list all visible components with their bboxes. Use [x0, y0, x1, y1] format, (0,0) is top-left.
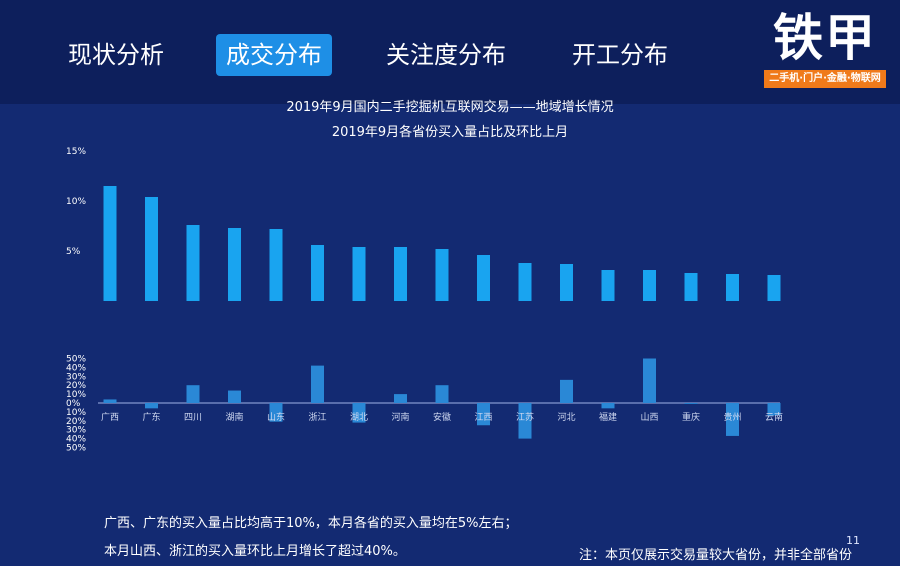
mom-bar-10	[518, 403, 532, 439]
mom-y-tick-label: 20%	[66, 417, 86, 427]
header-bar: 现状分析 成交分布 关注度分布 开工分布 铁甲 二手机·门户·金融·物联网	[0, 0, 900, 104]
mom-y-tick-label: 10%	[66, 390, 86, 400]
mom-y-tick-label: 40%	[66, 363, 86, 373]
logo-text: 铁甲	[773, 9, 877, 67]
share-bar-6	[352, 247, 366, 301]
share-bar-chart: 5% 10% 15%	[66, 147, 781, 301]
mom-bar-1	[145, 403, 158, 409]
category-label-16: 云南	[765, 411, 783, 423]
share-bar-8	[435, 249, 449, 301]
category-label-3: 湖南	[225, 411, 243, 423]
share-bar-12	[601, 270, 615, 301]
share-bar-16	[767, 275, 781, 301]
share-bar-2	[186, 225, 200, 301]
tab-attention-distribution[interactable]: 关注度分布	[386, 41, 506, 69]
category-label-2: 四川	[184, 413, 202, 423]
category-label-13: 山西	[640, 412, 658, 423]
mom-bar-15	[726, 403, 739, 436]
share-y-tick-label: 5%	[66, 247, 81, 257]
mom-y-tick-label: 30%	[66, 372, 86, 382]
mom-bar-7	[394, 394, 407, 403]
mom-bar-6	[352, 403, 366, 423]
share-y-tick-label: 10%	[66, 197, 86, 207]
share-bar-3	[228, 228, 241, 301]
category-label-12: 福建	[599, 411, 617, 423]
share-bar-5	[311, 245, 324, 301]
category-label-10: 江苏	[516, 411, 534, 423]
summary-note-1: 广西、广东的买入量占比均高于10%，本月各省的买入量均在5%左右；	[104, 516, 518, 531]
mom-y-tick-label: 50%	[66, 355, 86, 365]
share-bar-13	[643, 270, 656, 301]
category-label-0: 广西	[101, 411, 119, 423]
chart-title-main: 2019年9月国内二手挖掘机互联网交易——地域增长情况	[286, 100, 614, 115]
mom-bar-3	[228, 390, 241, 403]
mom-bar-8	[435, 385, 449, 403]
logo-tagline: 二手机·门户·金融·物联网	[764, 70, 886, 88]
mom-bar-13	[643, 358, 656, 403]
mom-bar-2	[186, 385, 200, 403]
share-bar-11	[560, 264, 573, 301]
mom-bar-16	[767, 403, 781, 416]
mom-y-tick-label: 0%	[66, 399, 81, 409]
mom-y-tick-label: 40%	[66, 435, 86, 445]
share-bar-14	[684, 273, 698, 301]
disclaimer-note: 注：本页仅展示交易量较大省份，并非全部省份	[578, 548, 852, 563]
summary-note-2: 本月山西、浙江的买入量环比上月增长了超过40%。	[104, 544, 406, 559]
category-label-5: 浙江	[308, 411, 326, 423]
brand-logo: 铁甲 二手机·门户·金融·物联网	[764, 8, 886, 90]
tab-transaction-distribution[interactable]: 成交分布	[216, 34, 332, 76]
mom-bar-12	[601, 403, 615, 409]
category-label-9: 江西	[474, 412, 492, 423]
share-bar-4	[269, 229, 283, 301]
mom-y-tick-label: 30%	[66, 426, 86, 436]
share-y-tick-label: 15%	[66, 147, 86, 157]
mom-bar-11	[560, 379, 573, 403]
category-label-11: 河北	[557, 411, 575, 423]
category-label-15: 贵州	[723, 411, 741, 423]
mom-bar-chart: 50%40%30%20%10%0%10%20%30%40%50%广西 广东 四川 湖南…	[66, 355, 783, 454]
share-bar-9	[477, 255, 490, 301]
share-bar-1	[145, 197, 158, 301]
mom-y-tick-label: 50%	[66, 444, 86, 454]
mom-bar-9	[477, 403, 490, 426]
mom-bar-0	[103, 399, 117, 403]
share-bar-7	[394, 247, 407, 301]
chart-title-sub: 2019年9月各省份买入量占比及环比上月	[331, 125, 569, 140]
mom-bar-14	[684, 403, 698, 404]
mom-y-tick-label: 20%	[66, 381, 86, 391]
tab-status-analysis[interactable]: 现状分析	[68, 41, 164, 69]
page-number: 11	[846, 534, 860, 547]
category-label-4: 山东	[267, 411, 285, 423]
category-label-1: 广东	[142, 411, 160, 423]
category-label-8: 安徽	[433, 411, 451, 423]
share-bar-0	[103, 186, 117, 301]
mom-bar-4	[269, 403, 283, 422]
mom-y-tick-label: 10%	[66, 408, 86, 418]
share-bar-10	[518, 263, 532, 301]
mom-bar-5	[311, 365, 324, 403]
category-label-7: 河南	[391, 411, 409, 423]
category-label-6: 湖北	[350, 412, 368, 423]
category-label-14: 重庆	[682, 411, 700, 423]
share-bar-15	[726, 274, 739, 301]
tab-operation-distribution[interactable]: 开工分布	[572, 41, 668, 69]
